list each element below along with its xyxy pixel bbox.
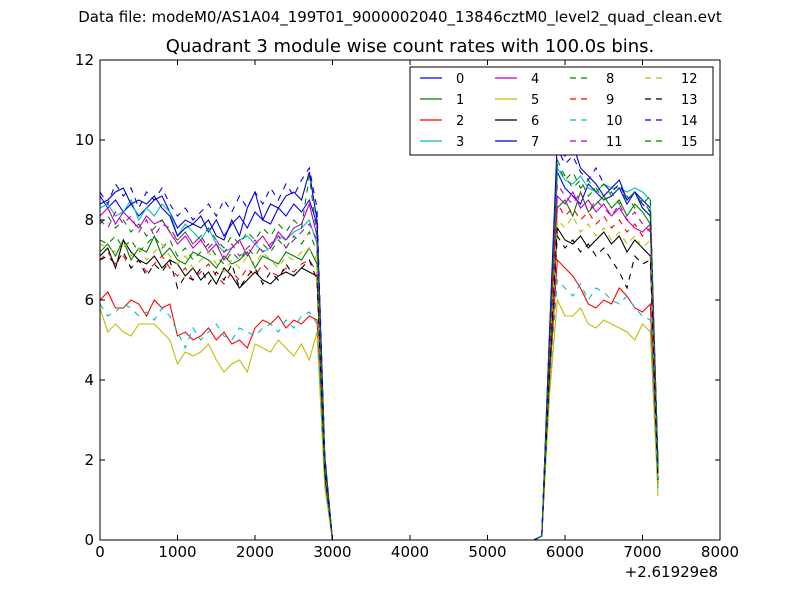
legend-item-3: 3 — [420, 135, 464, 150]
series-line-14 — [100, 147, 659, 540]
legend-label: 11 — [606, 135, 623, 150]
y-tick-label: 6 — [84, 291, 94, 309]
legend-label: 13 — [681, 93, 698, 108]
legend-item-4: 4 — [495, 72, 539, 87]
legend-item-14: 14 — [645, 114, 698, 129]
chart-title: Quadrant 3 module wise count rates with … — [165, 36, 655, 57]
x-tick-label: 0 — [95, 543, 105, 561]
legend-item-12: 12 — [645, 72, 698, 87]
series-line-13 — [100, 234, 659, 540]
series-line-8 — [100, 159, 659, 540]
legend-label: 5 — [531, 93, 539, 108]
legend-label: 10 — [606, 114, 623, 129]
series-line-3 — [100, 166, 659, 540]
series-line-15 — [100, 163, 659, 540]
legend-item-13: 13 — [645, 93, 698, 108]
x-tick-label: 1000 — [158, 543, 196, 561]
legend-item-9: 9 — [570, 93, 614, 108]
legend-label: 2 — [456, 114, 464, 129]
legend-item-10: 10 — [570, 114, 623, 129]
x-tick-label: 2000 — [236, 543, 274, 561]
y-tick-label: 2 — [84, 451, 94, 469]
x-tick-label: 6000 — [546, 543, 584, 561]
x-tick-label: 7000 — [623, 543, 661, 561]
y-tick-label: 8 — [84, 211, 94, 229]
x-tick-label: 3000 — [313, 543, 351, 561]
x-tick-label: 8000 — [701, 543, 739, 561]
legend-label: 3 — [456, 135, 464, 150]
legend-label: 0 — [456, 72, 464, 87]
legend-label: 8 — [606, 72, 614, 87]
legend-item-5: 5 — [495, 93, 539, 108]
legend-label: 12 — [681, 72, 698, 87]
legend-label: 1 — [456, 93, 464, 108]
legend-label: 7 — [531, 135, 539, 150]
legend-frame — [409, 66, 714, 156]
series-layer — [100, 139, 659, 540]
x-tick-label: 4000 — [391, 543, 429, 561]
series-line-7 — [100, 139, 659, 540]
y-tick-label: 0 — [84, 531, 94, 549]
series-line-6 — [100, 226, 659, 540]
series-line-9 — [100, 202, 659, 540]
legend-label: 15 — [681, 135, 698, 150]
x-tick-label: 5000 — [468, 543, 506, 561]
legend-label: 9 — [606, 93, 614, 108]
legend-item-6: 6 — [495, 114, 539, 129]
legend-item-8: 8 — [570, 72, 614, 87]
x-offset-label: +2.61929e8 — [625, 563, 718, 581]
legend-label: 4 — [531, 72, 539, 87]
legend-label: 14 — [681, 114, 698, 129]
y-tick-label: 10 — [75, 131, 94, 149]
legend-item-11: 11 — [570, 135, 623, 150]
y-tick-label: 4 — [84, 371, 94, 389]
legend-item-15: 15 — [645, 135, 698, 150]
series-line-1 — [100, 190, 659, 540]
legend-item-2: 2 — [420, 114, 464, 129]
series-line-4 — [100, 190, 659, 540]
legend-item-1: 1 — [420, 93, 464, 108]
legend-label: 6 — [531, 114, 539, 129]
series-line-12 — [100, 214, 659, 540]
y-tick-label: 12 — [75, 51, 94, 69]
series-line-2 — [100, 258, 659, 540]
series-line-10 — [100, 278, 659, 540]
figure-suptitle: Data file: modeM0/AS1A04_199T01_90000020… — [78, 8, 722, 26]
ticks-layer: 0 1000 2000 3000 4000 5000 6000 7000 80000246810… — [75, 51, 739, 561]
series-line-5 — [100, 297, 659, 540]
legend-item-0: 0 — [420, 72, 464, 87]
legend-item-7: 7 — [495, 135, 539, 150]
